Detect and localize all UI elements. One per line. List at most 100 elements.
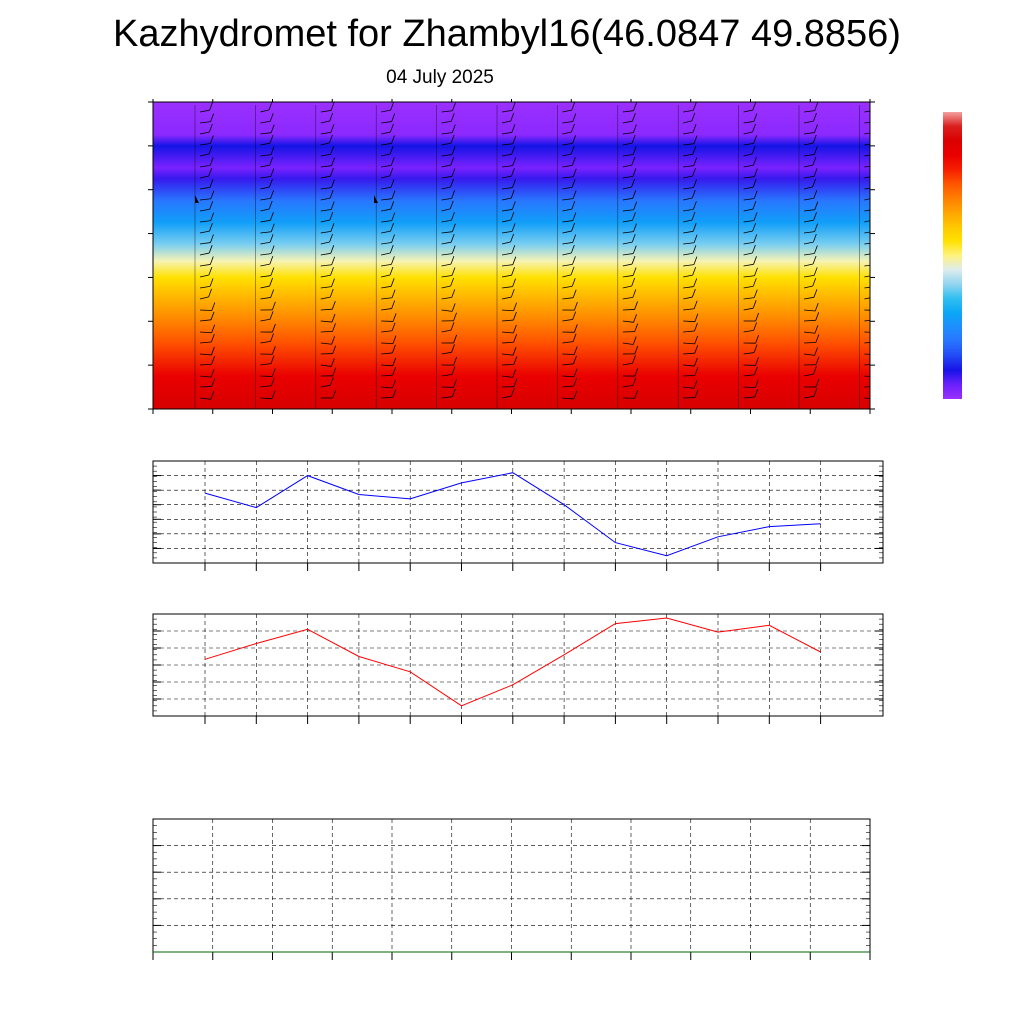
wind-barb	[260, 135, 274, 146]
wind-barb	[562, 377, 578, 388]
wind-barb	[381, 244, 394, 256]
section-y-axis	[148, 101, 875, 410]
wind-barb	[441, 289, 456, 300]
wind-pennant	[374, 195, 378, 203]
wind-barb	[320, 367, 337, 377]
wind-barb	[381, 335, 397, 345]
wind-barb	[441, 312, 457, 322]
wind-barb	[683, 288, 696, 300]
wind-barb	[320, 377, 334, 388]
wind-barb	[562, 157, 576, 168]
wind-barb	[562, 256, 576, 267]
wind-barb	[562, 113, 577, 124]
wind-barb	[683, 335, 699, 345]
wind-barb	[562, 201, 576, 212]
wind-barb	[622, 223, 637, 234]
wind-barb	[864, 275, 870, 278]
wind-barb	[320, 256, 336, 267]
wind-barb	[320, 211, 334, 223]
wind-barb	[562, 368, 578, 378]
wind-barb	[199, 201, 214, 212]
wind-barb	[562, 145, 575, 157]
wind-barb	[622, 156, 636, 168]
wind-barb	[803, 190, 818, 201]
wind-barb	[320, 201, 335, 212]
wind-barb	[260, 212, 274, 223]
wind-barb	[743, 357, 759, 366]
wind-barb	[683, 112, 696, 124]
wind-barb	[441, 334, 457, 344]
wind-barb	[441, 277, 455, 289]
wind-barb	[260, 113, 274, 124]
wind-barb	[320, 157, 335, 168]
wind-barb	[683, 256, 698, 267]
wind-barb	[441, 366, 456, 377]
wind-barb	[562, 168, 577, 179]
wind-barb	[803, 267, 818, 278]
wind-barb	[260, 311, 274, 322]
wind-barb	[864, 198, 870, 201]
wind-barb	[381, 357, 397, 367]
wind-barb	[501, 233, 515, 245]
wind-barb	[501, 189, 515, 201]
wind-barb	[320, 189, 334, 201]
pmsl-frame	[152, 460, 884, 564]
wind-barb	[803, 201, 819, 212]
wind-barb	[622, 146, 637, 157]
wind-barb	[501, 112, 515, 124]
wind-barb	[803, 277, 817, 289]
wind-barb	[260, 390, 276, 400]
wind-barb	[743, 289, 758, 300]
wind-barb	[501, 135, 517, 146]
wind-barb	[622, 277, 636, 289]
wind-barb	[743, 256, 757, 267]
wind-barb	[199, 190, 215, 201]
wind-barb	[501, 102, 516, 113]
wind-barb	[260, 156, 274, 168]
wind-barb	[803, 233, 817, 245]
wind-barb	[381, 135, 395, 146]
wind-barb	[441, 178, 454, 190]
wind-barb	[864, 331, 870, 333]
wind-barb	[622, 201, 638, 212]
wind-barb	[260, 256, 274, 267]
wind-barb	[683, 102, 697, 113]
wind-barb	[501, 124, 516, 135]
wind-barb	[622, 134, 636, 146]
wind-barb	[562, 289, 577, 300]
wind-barb	[199, 378, 216, 388]
wind-barb	[803, 124, 818, 135]
wind-barb	[622, 377, 637, 388]
wind-barb	[320, 102, 335, 113]
wind-barb	[381, 322, 396, 333]
wind-barb	[622, 289, 637, 300]
wind-barb	[501, 168, 515, 179]
wind-barb	[381, 157, 395, 168]
wind-barb	[381, 201, 395, 212]
wind-barb	[441, 124, 456, 135]
wind-barb	[199, 356, 215, 366]
wind-barb	[683, 211, 696, 223]
wind-barb	[864, 386, 870, 388]
wind-barb	[683, 135, 698, 146]
wind-barb	[381, 234, 395, 245]
wind-barb	[381, 123, 394, 135]
wind-barb	[743, 344, 758, 355]
wind-barb	[441, 388, 456, 399]
wind-barb	[199, 346, 215, 356]
wind-barb	[562, 222, 575, 234]
wind-barb	[381, 102, 395, 113]
wind-barb	[803, 134, 817, 146]
wind-barb	[441, 156, 455, 168]
chart-date: 04 July 2025	[386, 67, 494, 88]
wind-barb	[381, 113, 396, 124]
wind-barb	[864, 297, 870, 300]
wind-barb	[683, 179, 697, 190]
wind-barb	[501, 369, 517, 378]
wind-barb	[320, 301, 336, 311]
wind-barb	[683, 234, 698, 245]
wind-barb	[260, 323, 276, 333]
wind-barb	[864, 364, 870, 366]
wind-barb	[501, 245, 516, 256]
wind-barb	[743, 234, 758, 245]
